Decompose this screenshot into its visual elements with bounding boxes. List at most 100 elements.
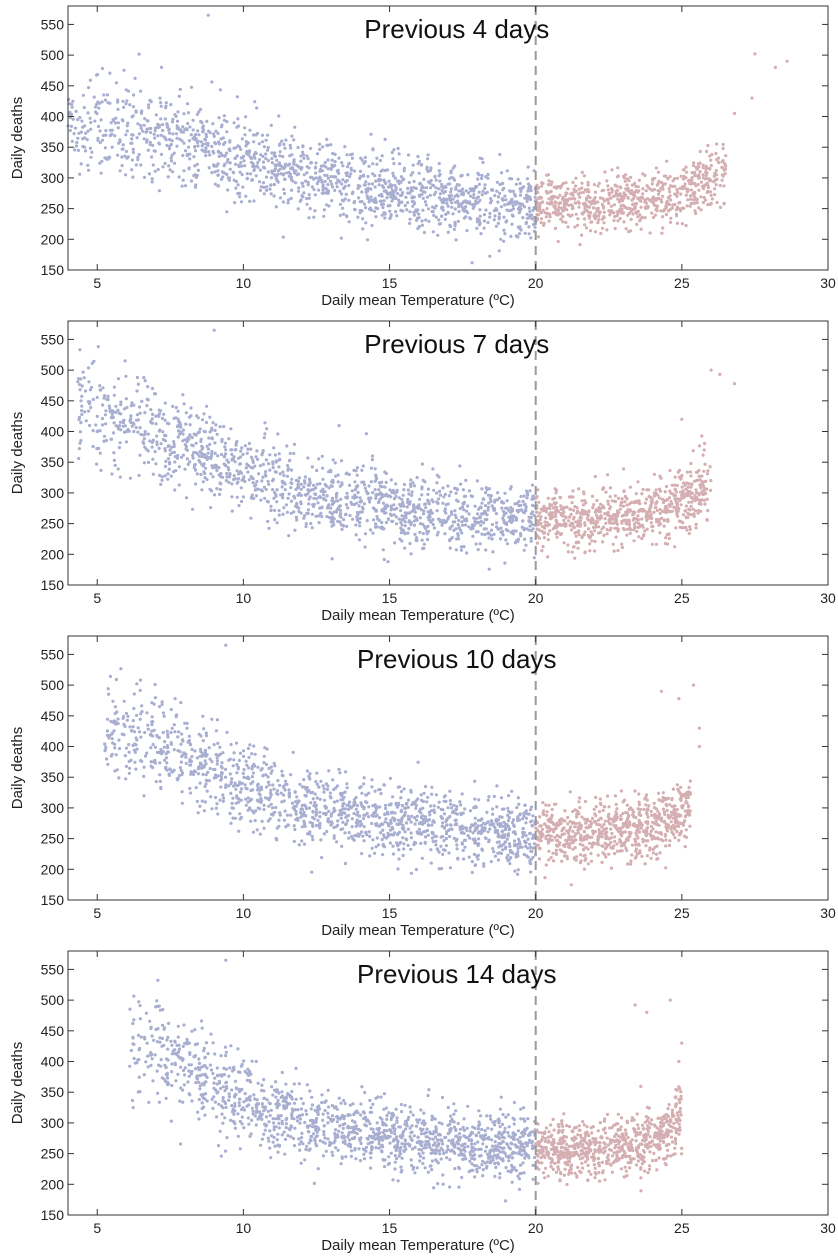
data-point — [355, 518, 360, 522]
data-point — [288, 154, 292, 158]
data-point — [330, 182, 334, 186]
data-point — [413, 532, 417, 536]
data-point — [638, 213, 642, 217]
data-point — [217, 140, 221, 144]
data-point — [161, 730, 165, 735]
data-point — [100, 423, 105, 427]
data-point — [417, 171, 421, 175]
data-point — [327, 470, 331, 474]
data-point — [108, 406, 112, 410]
data-point — [400, 200, 404, 204]
data-point — [209, 489, 214, 493]
data-point — [495, 784, 499, 788]
data-point — [183, 438, 187, 442]
data-point — [319, 178, 323, 182]
data-point — [278, 472, 282, 476]
data-point — [350, 191, 354, 196]
data-point — [516, 177, 520, 181]
data-point — [383, 820, 387, 824]
data-point — [172, 151, 176, 155]
data-point — [464, 189, 468, 193]
data-point — [588, 214, 592, 218]
data-point — [449, 169, 453, 173]
data-point — [358, 814, 362, 818]
data-point — [407, 492, 411, 496]
data-point — [102, 93, 106, 97]
data-point — [369, 132, 373, 136]
data-point — [462, 200, 466, 204]
data-point — [539, 184, 544, 188]
data-point — [382, 783, 386, 787]
data-point — [419, 163, 423, 167]
data-point — [661, 215, 665, 219]
data-point — [227, 437, 231, 441]
data-point — [184, 447, 188, 451]
data-point — [442, 495, 446, 499]
data-point — [242, 159, 246, 163]
data-point — [436, 530, 440, 534]
data-point — [689, 504, 693, 508]
data-point — [299, 159, 303, 163]
data-point — [256, 765, 260, 769]
data-point — [583, 223, 587, 227]
data-point — [138, 730, 142, 734]
data-point — [130, 133, 134, 137]
data-point — [407, 502, 411, 506]
data-point — [331, 151, 335, 156]
data-point — [182, 169, 186, 173]
data-point — [328, 179, 332, 183]
data-point — [444, 836, 448, 841]
data-point — [139, 758, 143, 763]
data-point — [312, 177, 316, 181]
data-point — [457, 202, 461, 206]
data-point — [473, 863, 477, 868]
data-point — [708, 190, 713, 194]
data-point — [548, 516, 552, 520]
data-point — [145, 129, 149, 133]
data-point — [250, 775, 254, 779]
data-point — [125, 99, 129, 103]
data-point — [213, 767, 217, 772]
data-point — [650, 211, 654, 215]
data-point — [718, 372, 722, 376]
data-point — [677, 519, 682, 523]
data-point — [334, 181, 339, 185]
data-point — [317, 188, 321, 192]
data-point — [454, 238, 458, 242]
data-point — [487, 501, 491, 505]
data-point — [561, 215, 565, 219]
data-point — [483, 504, 488, 508]
data-point — [362, 480, 366, 484]
data-point — [149, 746, 153, 750]
data-point — [500, 182, 504, 186]
data-point — [343, 145, 347, 149]
data-point — [259, 498, 263, 502]
data-point — [153, 129, 157, 133]
data-point — [155, 434, 159, 438]
data-point — [408, 221, 412, 225]
data-point — [139, 89, 143, 93]
data-point — [181, 130, 185, 134]
data-point — [547, 219, 551, 223]
data-point — [262, 803, 266, 807]
data-point — [386, 185, 390, 189]
data-point — [240, 173, 244, 177]
data-point — [255, 131, 260, 136]
data-point — [158, 96, 162, 100]
x-axis-label: Daily mean Temperature (ºC) — [321, 292, 515, 309]
data-point — [134, 109, 138, 113]
data-point — [470, 494, 474, 499]
data-point — [367, 164, 371, 168]
data-point — [289, 196, 293, 200]
data-point — [550, 503, 554, 507]
data-point — [143, 117, 147, 121]
data-point — [395, 841, 399, 845]
data-point — [716, 160, 721, 164]
data-point — [660, 231, 664, 235]
data-point — [566, 187, 570, 191]
data-point — [228, 772, 232, 776]
data-point — [332, 800, 336, 804]
data-point — [497, 845, 501, 849]
data-point — [159, 152, 164, 156]
data-point — [261, 160, 265, 164]
